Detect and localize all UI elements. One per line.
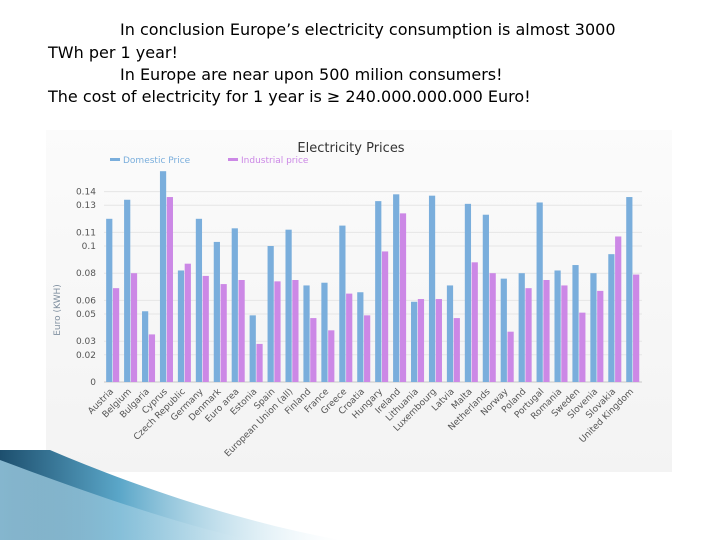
bar-domestic [142,311,149,382]
y-tick-label: 0.05 [76,310,96,320]
bar-domestic [267,246,274,382]
bar-domestic [500,278,507,382]
y-tick-label: 0.14 [76,188,96,198]
bar-domestic [393,194,400,382]
bar-industrial [238,280,245,382]
legend-label-2: Industrial price [241,156,309,166]
bar-domestic [446,285,454,382]
bar-domestic [303,285,310,382]
legend-swatch-2 [228,158,238,161]
y-tick-label: 0.13 [76,201,96,211]
bar-industrial [633,274,640,382]
bar-domestic [159,171,167,382]
bar-industrial [435,299,442,382]
y-axis-label: Euro (KWH) [53,284,63,336]
chart-bars [106,171,640,382]
bar-domestic [213,241,220,382]
bar-industrial [202,275,209,382]
slide-text-line-2: TWh per 1 year! [48,43,178,62]
bar-domestic [321,282,328,382]
bar-domestic [590,273,597,382]
bar-industrial [112,288,120,382]
bar-domestic [339,225,346,382]
bar-industrial [328,330,335,382]
y-tick-label: 0.11 [76,228,96,238]
bar-domestic [195,218,203,382]
bar-domestic [608,254,615,382]
bar-industrial [615,236,622,382]
y-tick-label: 0.02 [76,351,96,361]
bar-domestic [357,292,364,382]
slide-text-line-3: In Europe are near upon 500 milion consu… [120,65,503,84]
bar-industrial [453,318,460,382]
bar-domestic [177,270,185,382]
bar-industrial [399,213,407,382]
bar-domestic [554,270,561,382]
bar-industrial [489,273,496,382]
bar-industrial [561,285,568,382]
slide-decoration [0,450,340,540]
bar-industrial [220,284,227,382]
y-axis-ticks: 0 0.02 0.03 0.05 0.06 0.08 0.1 0.11 0.13 0.14 [76,188,96,388]
bar-industrial [525,288,532,382]
bar-industrial [166,197,173,382]
bar-domestic [626,197,633,382]
bar-domestic [464,203,472,382]
bar-domestic [124,199,131,382]
legend-swatch-1 [110,158,120,161]
bar-industrial [543,280,550,382]
bar-industrial [346,293,353,382]
bar-domestic [231,228,238,382]
slide-text-block: In conclusion Europe’s electricity consu… [0,0,720,120]
bar-industrial [184,263,191,382]
bar-domestic [518,273,525,382]
bar-industrial [364,315,371,382]
bar-industrial [310,318,317,382]
bar-industrial [507,331,514,382]
y-tick-label: 0.06 [76,296,96,306]
y-tick-label: 0.03 [76,337,96,347]
bar-domestic [249,315,256,382]
y-tick-label: 0.1 [82,242,96,252]
bar-domestic [411,301,418,382]
bar-industrial [292,280,299,382]
bar-industrial [256,343,263,382]
bar-domestic [572,265,579,382]
y-tick-label: 0 [90,378,96,388]
bar-industrial [274,281,281,382]
slide-text-line-4: The cost of electricity for 1 year is ≥ … [48,87,531,106]
bar-domestic [428,195,436,382]
decor-swoosh-light [0,460,250,540]
bar-domestic [536,202,543,382]
bar-domestic [106,218,113,382]
electricity-prices-chart: Electricity Prices Domestic Price Industr… [46,130,672,472]
bar-industrial [381,251,389,382]
chart-legend: Domestic Price Industrial price [110,156,309,166]
bar-domestic [375,201,382,382]
chart-grid [104,191,642,383]
y-tick-label: 0.08 [76,269,96,279]
bar-industrial [417,299,425,382]
bar-industrial [597,290,604,382]
bar-industrial [579,312,586,382]
legend-label-1: Domestic Price [123,156,191,166]
bar-industrial [130,273,138,382]
bar-domestic [285,229,292,382]
bar-domestic [482,214,489,382]
bar-industrial [471,262,478,382]
slide-text-line-1: In conclusion Europe’s electricity consu… [120,20,616,39]
chart-title: Electricity Prices [297,141,404,156]
bar-industrial [148,334,156,382]
